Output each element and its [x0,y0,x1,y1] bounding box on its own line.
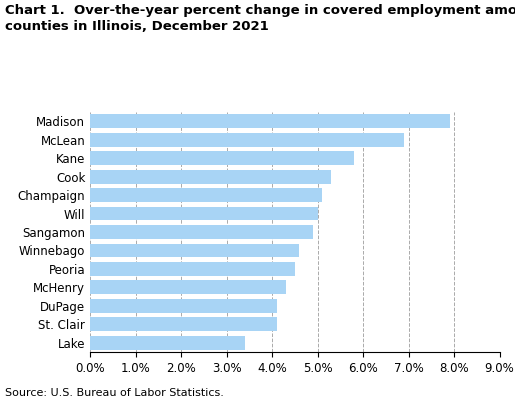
Bar [90,317,277,331]
Bar [90,114,450,128]
Bar [90,207,318,220]
Bar [90,336,245,350]
Text: Source: U.S. Bureau of Labor Statistics.: Source: U.S. Bureau of Labor Statistics. [5,388,224,398]
Bar [90,170,331,184]
Bar [90,262,295,276]
Bar [90,151,354,165]
Bar [90,244,299,257]
Bar [90,225,313,239]
Bar [90,133,404,147]
Bar [90,299,277,313]
Bar [90,280,286,294]
Bar [90,188,322,202]
Text: Chart 1.  Over-the-year percent change in covered employment among the largest
c: Chart 1. Over-the-year percent change in… [5,4,515,33]
